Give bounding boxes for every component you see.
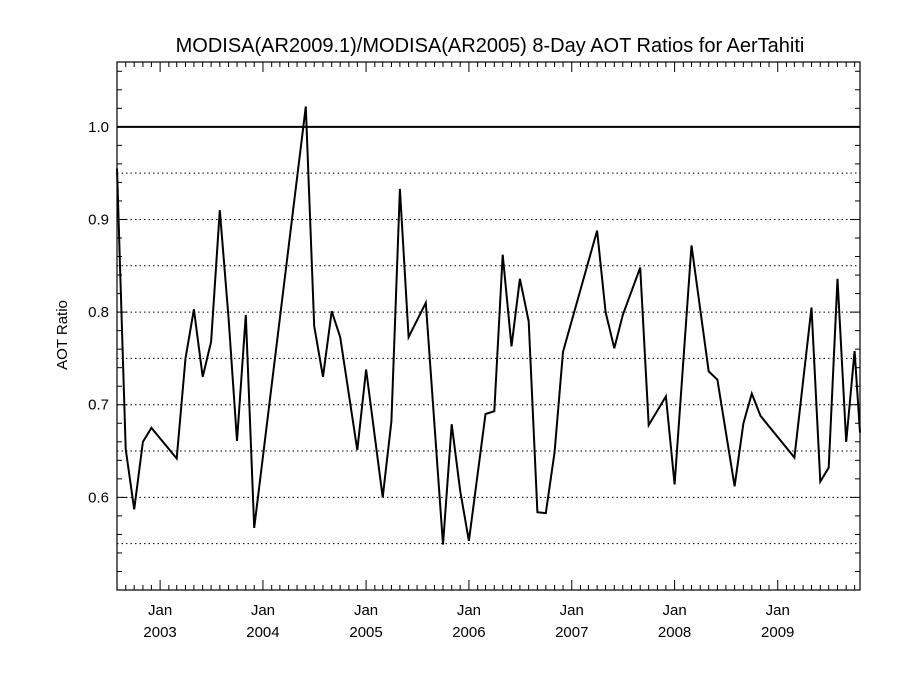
x-tick-label-month: Jan bbox=[663, 602, 687, 619]
x-tick-label-month: Jan bbox=[766, 602, 790, 619]
grid-lines bbox=[117, 172, 860, 545]
x-tick-label-year: 2004 bbox=[246, 624, 279, 641]
series-layer bbox=[116, 106, 861, 545]
x-tick-label-year: 2003 bbox=[143, 624, 176, 641]
x-tick-label-month: Jan bbox=[251, 602, 275, 619]
x-axis: Jan 2003 Jan 2004 Jan 2005 Jan 2006 Jan 2007 Jan 20… bbox=[116, 62, 856, 641]
aot-ratio-series-line bbox=[116, 106, 861, 545]
x-tick-label-month: Jan bbox=[560, 602, 584, 619]
x-tick-label-month: Jan bbox=[148, 602, 172, 619]
y-tick-label: 1.0 bbox=[88, 119, 109, 136]
y-tick-label: 0.9 bbox=[88, 211, 109, 228]
x-tick-label-year: 2006 bbox=[452, 624, 485, 641]
y-axis: 0.6 0.7 0.8 0.9 1.0 bbox=[88, 70, 860, 572]
y-tick-label: 0.6 bbox=[88, 489, 109, 506]
x-tick-label-year: 2008 bbox=[658, 624, 691, 641]
x-tick-label-month: Jan bbox=[354, 602, 378, 619]
x-tick-label-year: 2009 bbox=[761, 624, 794, 641]
y-tick-label: 0.7 bbox=[88, 397, 109, 414]
y-axis-label: AOT Ratio bbox=[54, 300, 71, 370]
x-tick-label-year: 2005 bbox=[349, 624, 382, 641]
chart-title: MODISA(AR2009.1)/MODISA(AR2005) 8-Day AO… bbox=[176, 35, 805, 57]
plot-frame bbox=[116, 61, 861, 591]
y-tick-label: 0.8 bbox=[88, 304, 109, 321]
x-tick-label-year: 2007 bbox=[555, 624, 588, 641]
x-tick-label-month: Jan bbox=[457, 602, 481, 619]
